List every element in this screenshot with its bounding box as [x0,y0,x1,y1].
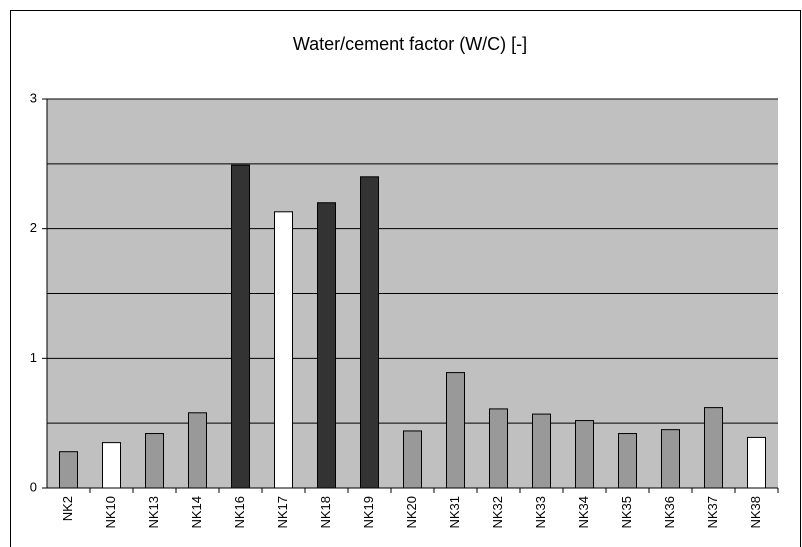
x-tick-label: NK32 [490,496,505,529]
bar [403,430,422,489]
y-tick-label: 2 [30,220,37,235]
x-tick-label: NK18 [318,496,333,529]
x-tick-label: NK19 [361,496,376,529]
bar [145,433,164,489]
x-tick-label: NK16 [232,496,247,529]
x-tick-label: NK37 [705,496,720,529]
bar [188,412,207,489]
x-tick-label: NK34 [576,496,591,529]
chart-title: Water/cement factor (W/C) [-] [293,34,527,54]
bar [446,372,465,489]
bar [489,408,508,489]
x-tick-label: NK10 [103,496,118,529]
bar [102,442,121,489]
x-tick-label: NK17 [275,496,290,529]
bar [661,429,680,489]
y-tick-label: 3 [30,90,37,105]
x-tick-label: NK36 [662,496,677,529]
x-tick-label: NK2 [60,496,75,521]
x-tick-label: NK35 [619,496,634,529]
bar [231,164,250,489]
y-tick-label: 1 [30,350,37,365]
x-tick-label: NK38 [748,496,763,529]
x-tick-label: NK20 [404,496,419,529]
bar [618,433,637,489]
x-tick-label: NK14 [189,496,204,529]
y-tick-label: 0 [30,479,37,494]
bar [59,451,78,489]
bar [704,407,723,489]
bar [360,176,379,489]
bar [274,211,293,489]
bar [317,202,336,489]
bar [532,413,551,489]
bar [747,436,766,489]
x-tick-label: NK31 [447,496,462,529]
x-tick-label: NK33 [533,496,548,529]
bar [575,420,594,489]
x-tick-label: NK13 [146,496,161,529]
